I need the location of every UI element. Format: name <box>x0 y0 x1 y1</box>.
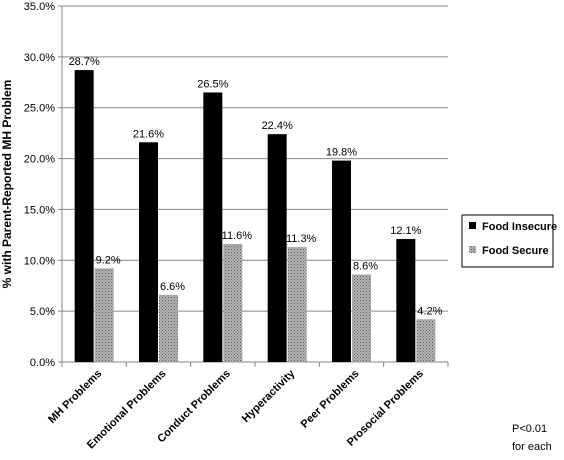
y-axis-title: % with Parent-Reported MH Problem <box>0 80 14 289</box>
data-label: 28.7% <box>69 56 100 68</box>
x-category-label: Conduct Problems <box>155 368 233 446</box>
data-label: 12.1% <box>390 225 421 237</box>
y-tick-label: 20.0% <box>24 154 55 166</box>
bar-food-insecure <box>332 160 351 362</box>
data-label: 11.3% <box>286 233 317 245</box>
data-label: 19.8% <box>326 147 357 159</box>
bar-food-insecure <box>396 238 416 362</box>
data-label: 26.5% <box>197 78 228 90</box>
bar-food-secure <box>223 244 243 362</box>
legend-label-food-secure: Food Secure <box>482 245 549 257</box>
x-category-label: MH Problems <box>46 368 104 426</box>
y-tick-label: 15.0% <box>24 204 55 216</box>
bar-food-secure <box>352 274 371 362</box>
legend-label-food-insecure: Food Insecure <box>482 221 557 233</box>
significance-note-line2: for each <box>512 441 552 453</box>
y-tick-label: 30.0% <box>24 52 55 64</box>
bars <box>74 70 436 362</box>
axes <box>58 5 449 367</box>
bar-food-insecure <box>74 70 94 362</box>
x-category-label: Hyperactivity <box>240 367 298 425</box>
data-label: 8.6% <box>353 261 378 273</box>
bar-food-insecure <box>139 142 158 362</box>
bar-food-insecure <box>203 92 223 362</box>
y-tick-label: 0.0% <box>30 357 55 369</box>
gridlines <box>62 5 448 312</box>
x-category-label: Peer Problems <box>299 368 362 431</box>
legend-swatch-food-secure <box>469 246 476 253</box>
data-label: 11.6% <box>222 230 253 242</box>
data-label: 4.2% <box>417 305 442 317</box>
legend-box <box>461 214 554 268</box>
legend-swatch-food-insecure <box>469 222 476 229</box>
y-tick-label: 25.0% <box>24 103 55 115</box>
y-tick-label: 10.0% <box>24 255 55 267</box>
data-label: 22.4% <box>262 120 293 132</box>
bar-food-secure <box>94 268 114 362</box>
data-label: 9.2% <box>96 254 121 266</box>
significance-note-line1: P<0.01 <box>512 423 547 435</box>
data-label: 6.6% <box>160 281 185 293</box>
bar-food-insecure <box>267 134 287 362</box>
bar-food-secure <box>416 319 436 362</box>
y-tick-label: 5.0% <box>30 306 55 318</box>
data-label: 21.6% <box>133 128 164 140</box>
y-tick-label: 35.0% <box>24 1 55 13</box>
bar-food-secure <box>159 294 178 362</box>
bar-food-secure <box>287 247 307 362</box>
legend: Food Insecure Food Secure <box>461 214 557 268</box>
